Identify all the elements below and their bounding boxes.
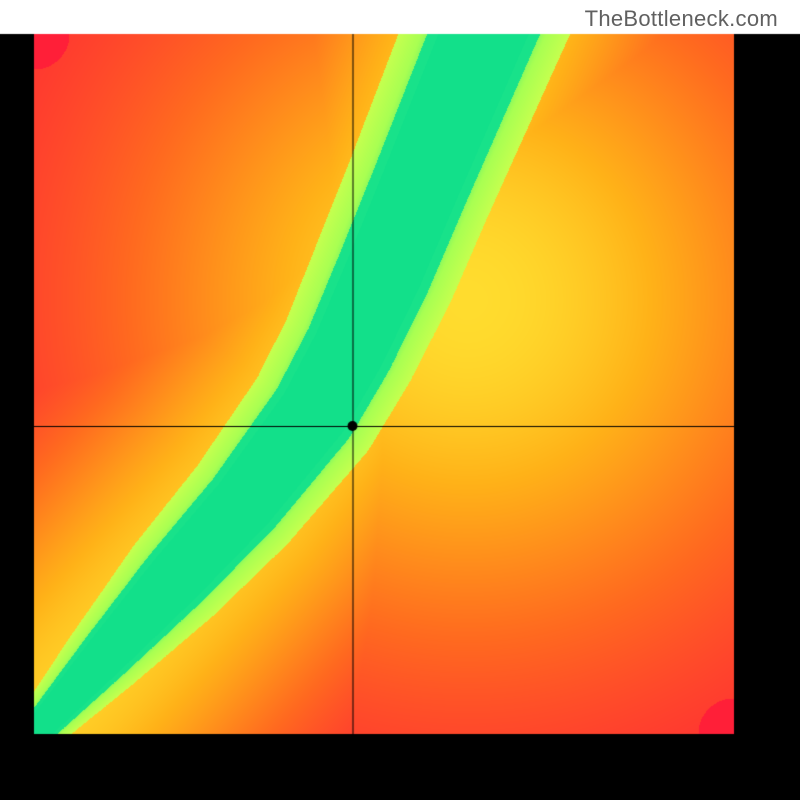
heatmap-canvas xyxy=(0,0,800,800)
chart-container: TheBottleneck.com xyxy=(0,0,800,800)
watermark-text: TheBottleneck.com xyxy=(585,6,778,32)
